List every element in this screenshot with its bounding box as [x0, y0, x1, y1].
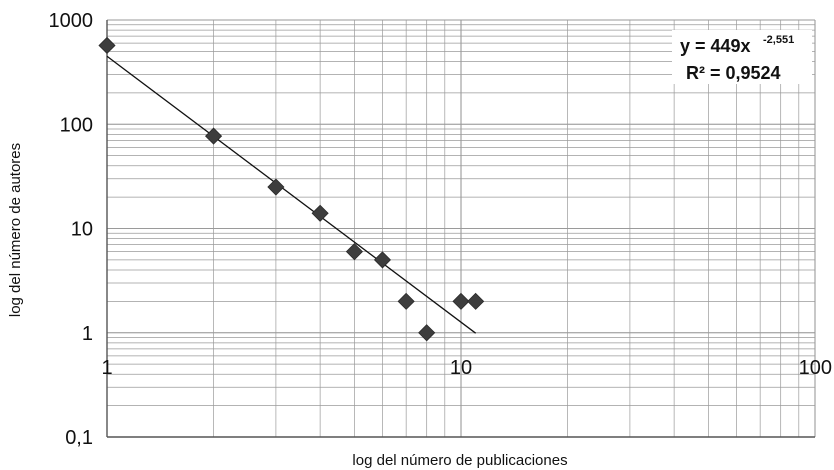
trendline: [106, 55, 477, 334]
x-tick-label: 10: [450, 357, 472, 379]
gridlines: [107, 19, 816, 437]
data-point-marker: [98, 36, 116, 55]
data-point-marker: [397, 292, 415, 310]
y-tick-labels: 1000 100 10 1 0,1: [49, 10, 94, 449]
data-point-marker: [467, 292, 485, 310]
y-tick-label: 1: [82, 323, 93, 345]
data-point-marker: [267, 178, 285, 196]
y-tick-label: 10: [71, 219, 93, 241]
data-points: [98, 36, 485, 342]
y-tick-label: 100: [60, 114, 93, 136]
y-axis-title: log del número de autores: [7, 143, 24, 317]
y-tick-label: 0,1: [65, 427, 93, 449]
data-point-marker: [311, 204, 329, 222]
x-tick-labels: 1 10 100: [101, 357, 832, 379]
x-tick-label: 100: [799, 357, 832, 379]
data-point-marker: [373, 251, 392, 269]
data-point-marker: [345, 243, 364, 261]
r-squared-text: R² = 0,9524: [686, 63, 781, 83]
y-tick-label: 1000: [49, 10, 94, 32]
x-tick-label: 1: [101, 357, 112, 379]
data-point-marker: [204, 127, 223, 145]
equation-text: y = 449x: [680, 36, 751, 56]
equation-background: [672, 30, 812, 84]
trendline-equation: y = 449x -2,551 R² = 0,9524: [672, 30, 812, 84]
data-point-marker: [418, 324, 436, 342]
x-axis-title: log del número de publicaciones: [352, 452, 567, 469]
data-point-marker: [452, 292, 470, 310]
equation-exponent: -2,551: [763, 34, 794, 46]
